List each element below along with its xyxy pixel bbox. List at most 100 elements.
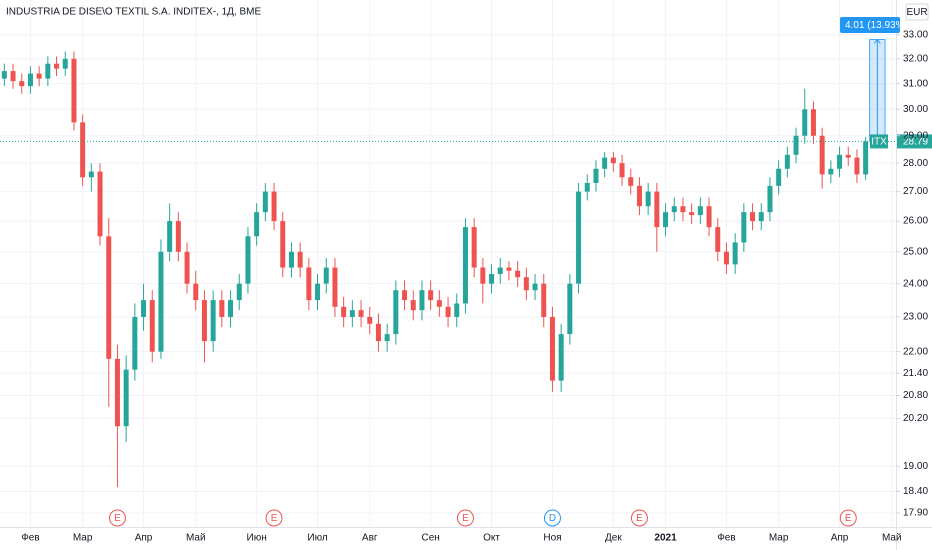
candle-body [332, 267, 338, 307]
event-label: E [845, 513, 852, 524]
candle-body [819, 135, 825, 175]
y-tick-label: 19.00 [903, 461, 928, 472]
y-tick-label: 20.20 [903, 413, 928, 424]
candle-body [367, 316, 373, 324]
candle-body [45, 63, 51, 79]
candle-body [549, 316, 555, 381]
y-tick-label: 29.00 [903, 130, 928, 141]
candle-body [349, 310, 355, 317]
candle-body [27, 73, 33, 87]
candle-body [610, 157, 616, 164]
candle-body [132, 316, 138, 370]
x-tick-label: 2021 [654, 533, 677, 544]
x-tick-label: Сен [421, 533, 439, 544]
candle-body [689, 212, 695, 216]
last-price-tag [897, 134, 932, 149]
candle-body [80, 122, 86, 178]
candle-body [315, 283, 321, 301]
x-tick-label: Май [882, 533, 902, 544]
measure-label-box [840, 17, 900, 33]
candle-body [358, 310, 364, 317]
candle-body [436, 300, 442, 307]
candle-body [219, 300, 225, 317]
y-tick-label: 25.00 [903, 246, 928, 257]
currency-box[interactable] [905, 3, 929, 21]
candle-body [158, 251, 164, 352]
candle-body [732, 242, 738, 265]
last-price-label: 28.79 [903, 137, 928, 148]
candle-body [489, 273, 495, 284]
candle-body [723, 251, 729, 265]
y-tick-label: 28.00 [903, 158, 928, 169]
candle-body [123, 369, 129, 427]
y-tick-label: 33.00 [903, 29, 928, 40]
event-marker[interactable] [630, 509, 648, 527]
candle-body [497, 267, 503, 274]
candle-body [845, 154, 851, 158]
symbol-tag [870, 134, 888, 149]
chart-title: INDUSTRIA DE DISE\O TEXTIL S.A. INDITEX-… [6, 7, 261, 18]
candle-body [741, 212, 747, 243]
event-marker[interactable] [543, 509, 561, 527]
x-tick-label: Май [186, 533, 206, 544]
candle-body [306, 267, 312, 301]
candle-body [628, 177, 634, 186]
symbol-label: ITX [871, 137, 887, 148]
candle-body [228, 300, 234, 317]
event-label: E [114, 513, 121, 524]
candle-body [175, 221, 181, 252]
candle-body [393, 290, 399, 335]
y-tick-label: 30.00 [903, 104, 928, 115]
candle-body [767, 185, 773, 213]
event-label: D [549, 513, 556, 524]
event-label: E [636, 513, 643, 524]
candle-body [184, 251, 190, 284]
y-tick-label: 23.00 [903, 312, 928, 323]
y-tick-label: 27.00 [903, 186, 928, 197]
candle-body [776, 168, 782, 186]
candle-body [149, 300, 155, 352]
candle-body [523, 277, 529, 291]
y-tick-label: 26.00 [903, 216, 928, 227]
x-tick-label: Апр [135, 533, 153, 544]
candle-body [750, 212, 756, 222]
candle-body [106, 236, 112, 359]
candle-body [715, 227, 721, 252]
x-tick-label: Авг [362, 533, 378, 544]
candle-body [375, 323, 381, 342]
x-tick-label: Апр [831, 533, 849, 544]
y-tick-label: 31.00 [903, 78, 928, 89]
candle-body [236, 283, 242, 301]
x-tick-label: Дек [605, 533, 622, 544]
candle-body [515, 270, 521, 278]
candle-body [271, 191, 277, 222]
x-tick-label: Июл [307, 533, 327, 544]
currency[interactable]: EUR [906, 7, 927, 18]
candle-body [837, 154, 843, 169]
candle-body [602, 157, 608, 169]
candle-body [280, 221, 286, 268]
y-tick-label: 32.00 [903, 53, 928, 64]
candle-body [245, 236, 251, 284]
event-marker[interactable] [265, 509, 283, 527]
measure-arrowhead [873, 38, 881, 44]
candle-body [297, 251, 303, 268]
event-marker[interactable] [839, 509, 857, 527]
candle-body [88, 171, 94, 178]
candle-body [619, 163, 625, 178]
candle-body [697, 206, 703, 216]
candle-body [201, 300, 207, 342]
candle-body [341, 306, 347, 317]
event-marker[interactable] [456, 509, 474, 527]
candle-body [758, 212, 764, 222]
candle-body [462, 227, 468, 304]
candle-body [558, 334, 564, 381]
event-marker[interactable] [108, 509, 126, 527]
candle-body [828, 168, 834, 175]
y-tick-label: 20.80 [903, 390, 928, 401]
candle-body [706, 206, 712, 228]
candle-body [1, 71, 7, 79]
candle-body [210, 300, 216, 342]
candle-body [802, 109, 808, 136]
